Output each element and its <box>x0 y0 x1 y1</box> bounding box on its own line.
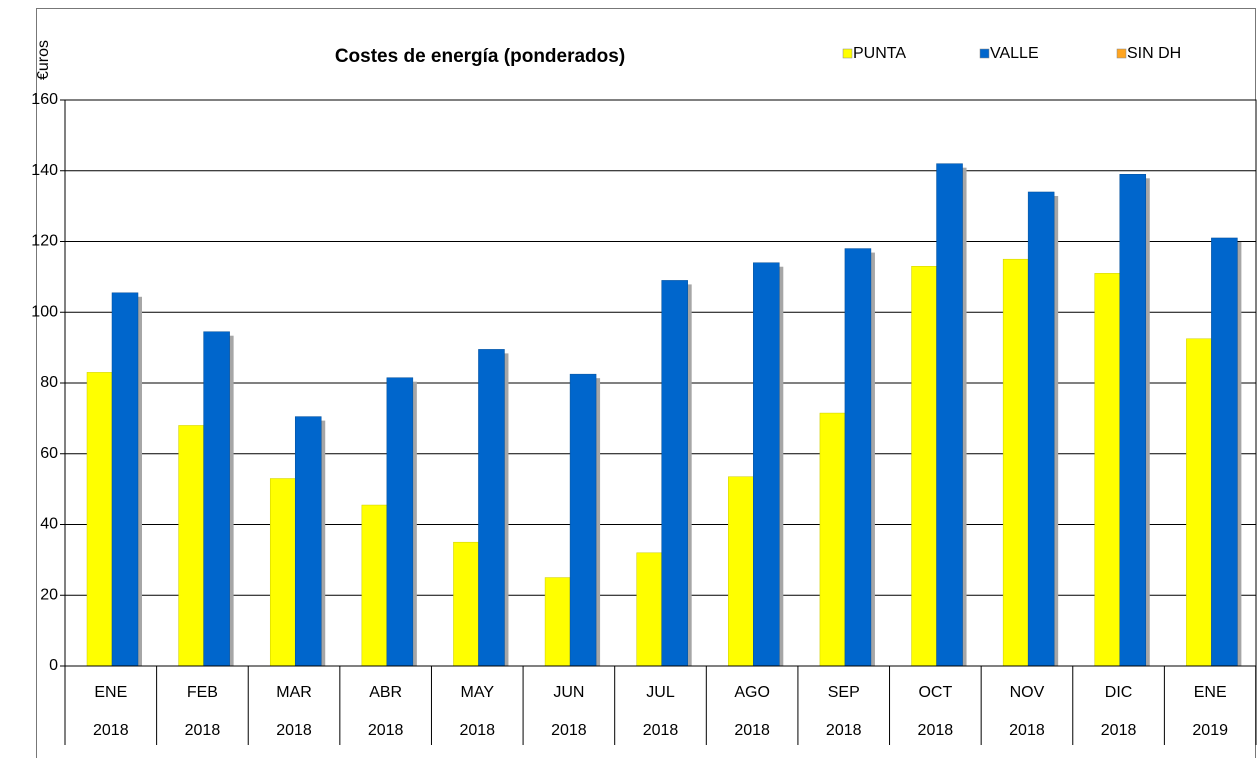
x-tick-label: 2018 <box>276 722 312 739</box>
bar <box>361 504 388 667</box>
bar <box>844 248 872 667</box>
y-axis-label: €uros <box>35 40 52 80</box>
y-tick-label: 140 <box>31 162 58 179</box>
bar <box>269 478 296 667</box>
bar <box>1119 174 1147 667</box>
x-tick-label: 2018 <box>826 722 862 739</box>
y-tick-label: 100 <box>31 303 58 320</box>
y-tick-label: 60 <box>40 445 58 462</box>
bar <box>203 331 230 667</box>
bar <box>1211 237 1238 667</box>
bar <box>453 541 479 667</box>
y-tick-label: 120 <box>31 233 58 250</box>
x-tick-label: NOV <box>1010 684 1045 701</box>
x-tick-label: ENE <box>94 684 127 701</box>
bar <box>753 262 780 667</box>
bar <box>569 373 597 667</box>
plot-border <box>64 99 1257 667</box>
bar <box>1027 191 1055 667</box>
x-tick-label: 2018 <box>734 722 770 739</box>
x-tick-label: SEP <box>828 684 860 701</box>
y-tick-label: 0 <box>49 657 58 674</box>
x-tick-label: OCT <box>918 684 952 701</box>
bar <box>86 372 113 667</box>
x-tick-label: JUN <box>553 684 584 701</box>
bar <box>661 280 688 667</box>
x-tick-label: DIC <box>1105 684 1133 701</box>
bar <box>936 163 963 667</box>
bar <box>819 412 846 667</box>
x-tick-label: 2018 <box>643 722 679 739</box>
x-tick-label: MAY <box>461 684 495 701</box>
x-tick-label: 2018 <box>459 722 495 739</box>
legend-label: PUNTA <box>853 45 906 62</box>
x-tick-label: 2018 <box>93 722 129 739</box>
x-tick-label: 2018 <box>368 722 404 739</box>
bar <box>294 416 322 667</box>
x-tick-label: 2018 <box>551 722 587 739</box>
y-tick-label: 20 <box>40 586 58 603</box>
bar <box>636 552 662 667</box>
x-tick-label: ENE <box>1194 684 1227 701</box>
bar <box>911 266 937 667</box>
x-tick-label: 2018 <box>185 722 221 739</box>
legend-label: SIN DH <box>1127 45 1181 62</box>
bar <box>544 577 571 667</box>
bar <box>1002 258 1029 667</box>
x-tick-label: ABR <box>369 684 402 701</box>
bar <box>178 425 204 667</box>
x-tick-label: JUL <box>646 684 675 701</box>
x-tick-label: FEB <box>187 684 218 701</box>
y-tick-label: 160 <box>31 91 58 108</box>
bar <box>1186 338 1212 667</box>
y-tick-label: 80 <box>40 374 58 391</box>
bar <box>386 377 414 667</box>
x-tick-label: 2019 <box>1192 722 1228 739</box>
bar <box>478 349 505 667</box>
chart-title: Costes de energía (ponderados) <box>335 46 625 67</box>
x-tick-label: AGO <box>734 684 770 701</box>
legend-swatch <box>842 48 853 59</box>
legend-swatch <box>979 48 990 59</box>
bar <box>1094 273 1121 667</box>
legend-swatch <box>1116 48 1127 59</box>
y-tick-label: 40 <box>40 516 58 533</box>
x-tick-label: MAR <box>276 684 312 701</box>
x-tick-label: 2018 <box>1101 722 1137 739</box>
bar <box>111 292 139 667</box>
x-tick-label: 2018 <box>1009 722 1045 739</box>
legend-label: VALLE <box>990 45 1039 62</box>
bar <box>728 476 754 667</box>
x-tick-label: 2018 <box>918 722 954 739</box>
